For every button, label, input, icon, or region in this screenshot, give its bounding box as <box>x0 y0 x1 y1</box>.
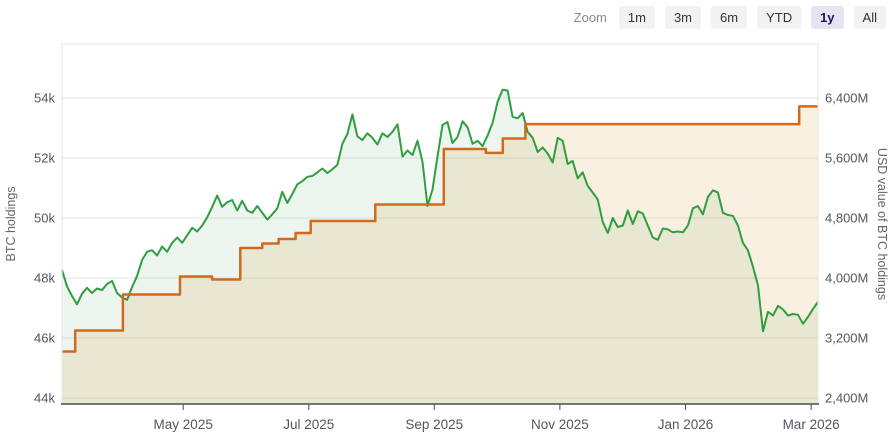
y-axis-right-label: 3,200M <box>825 331 868 346</box>
usd-value-area <box>62 89 818 405</box>
zoom-range-button-ytd[interactable]: YTD <box>757 6 802 29</box>
zoom-range-button-6m[interactable]: 6m <box>711 6 748 29</box>
zoom-toolbar-label: Zoom <box>573 10 607 25</box>
y-axis-left-label: 48k <box>34 271 55 286</box>
y-axis-left-label: 44k <box>34 391 55 406</box>
plot-area[interactable] <box>62 44 818 404</box>
zoom-toolbar: Zoom 1m 3m 6m YTD 1y All <box>574 6 886 29</box>
y-axis-right-label: 5,600M <box>825 151 868 166</box>
y-axis-left-title: BTC holdings <box>4 186 18 261</box>
y-axis-right-label: 2,400M <box>825 391 868 406</box>
usd-value-line <box>61 88 819 333</box>
y-axis-left-label: 50k <box>34 211 55 226</box>
y-axis-left-label: 52k <box>34 151 55 166</box>
y-axis-left-label: 54k <box>34 91 55 106</box>
zoom-range-button-1m[interactable]: 1m <box>618 6 655 29</box>
x-axis-label: Sep 2025 <box>405 417 463 432</box>
btc-holdings-line <box>62 105 818 353</box>
y-axis-left-label: 46k <box>34 331 55 346</box>
x-axis-label: Nov 2025 <box>531 417 589 432</box>
y-axis-right-label: 4,800M <box>825 211 868 226</box>
y-axis-right-label: 6,400M <box>825 91 868 106</box>
x-axis-label: May 2025 <box>154 417 213 432</box>
zoom-range-button-3m[interactable]: 3m <box>664 6 702 29</box>
zoom-range-button-all[interactable]: All <box>853 6 886 29</box>
btc-holdings-area <box>62 106 818 405</box>
y-axis-right-label: 4,000M <box>825 271 868 286</box>
x-axis-label: Jan 2026 <box>658 417 714 432</box>
zoom-range-button-1y[interactable]: 1y <box>811 6 844 29</box>
x-axis-label: Mar 2026 <box>783 417 840 432</box>
y-axis-right-title: USD value of BTC holdings <box>875 148 889 300</box>
x-axis-label: Jul 2025 <box>283 417 334 432</box>
